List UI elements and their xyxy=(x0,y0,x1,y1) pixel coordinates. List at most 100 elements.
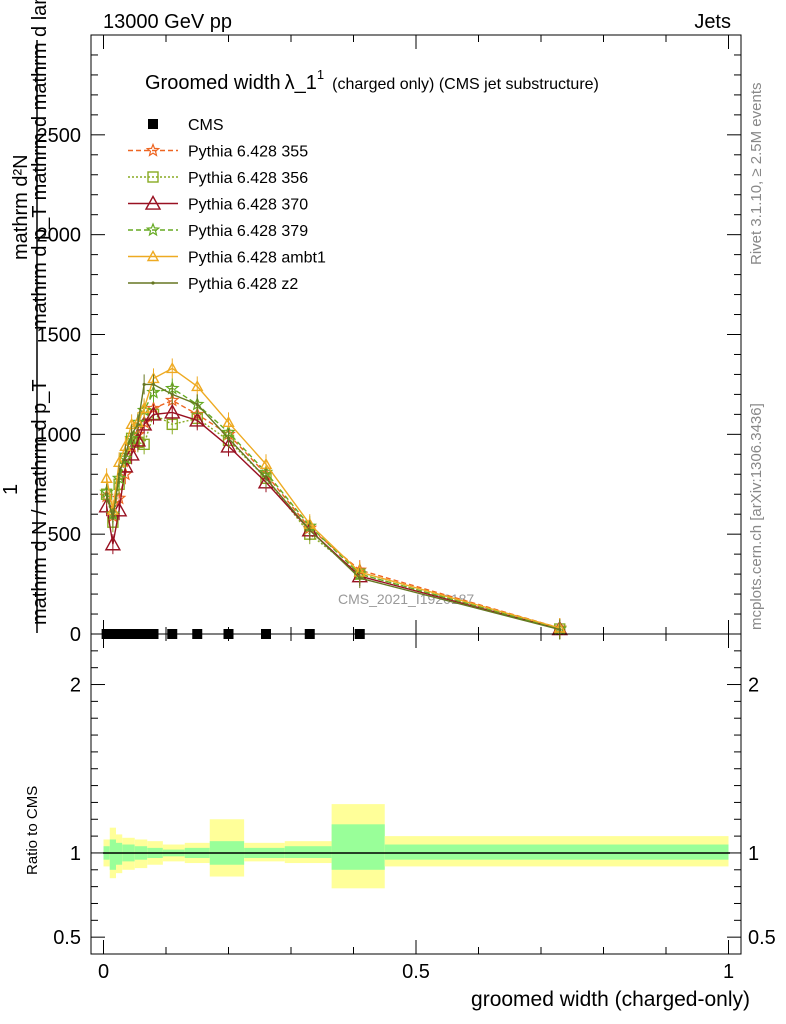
series-point-ambt1 xyxy=(222,415,235,428)
series-p370 xyxy=(98,402,568,640)
legend-label-p355: Pythia 6.428 355 xyxy=(188,144,308,161)
series-point-p370 xyxy=(164,403,181,419)
plot-title: Groomed width λ_11 (charged only) (CMS jet… xyxy=(145,67,599,94)
ratio-y-tick-label-right: 0.5 xyxy=(748,927,776,949)
series-p355 xyxy=(99,390,568,639)
legend-marker-p379 xyxy=(145,222,161,237)
ratio-y-tick-label-right: 1 xyxy=(748,843,759,865)
series-line-p356 xyxy=(105,413,560,630)
series-point-z2 xyxy=(558,628,562,632)
ratio-y-tick-label-left: 1 xyxy=(70,843,81,865)
legend-marker-p355 xyxy=(145,142,161,157)
main-y-tick-label: 2000 xyxy=(37,225,82,247)
main-series-layer xyxy=(98,358,568,640)
main-y-tick-label: 1500 xyxy=(37,325,82,347)
series-point-z2 xyxy=(308,528,312,532)
legend-label-p370: Pythia 6.428 370 xyxy=(188,197,308,214)
series-point-z2 xyxy=(170,392,174,396)
main-y-tick-label: 500 xyxy=(48,524,81,546)
header-left-label: 13000 GeV pp xyxy=(103,11,232,33)
legend-marker-p356 xyxy=(147,171,159,183)
series-point-ambt1 xyxy=(166,362,179,374)
legend-entry-p355: Pythia 6.428 355 xyxy=(128,142,308,161)
x-axis-label: groomed width (charged-only) xyxy=(471,988,750,1011)
series-line-z2 xyxy=(105,383,560,631)
series-point-z2 xyxy=(123,452,127,456)
main-y-tick-label: 2500 xyxy=(37,125,82,147)
legend-entry-p370: Pythia 6.428 370 xyxy=(128,195,308,214)
mcplots-label: mcplots.cern.ch [arXiv:1306.3436] xyxy=(748,403,765,630)
legend-marker-cms xyxy=(148,119,158,129)
ratio-y-tick-label-left: 2 xyxy=(70,675,81,697)
legend-entry-p356: Pythia 6.428 356 xyxy=(128,170,308,187)
plot-title-lambda: λ_1 xyxy=(285,72,317,94)
series-point-z2 xyxy=(264,476,268,480)
legend-entry-ambt1: Pythia 6.428 ambt1 xyxy=(128,250,326,267)
series-z2 xyxy=(105,374,562,640)
series-point-z2 xyxy=(105,492,109,496)
series-line-p379 xyxy=(105,387,560,630)
legend-marker-z2 xyxy=(151,281,155,285)
x-tick-label: 0 xyxy=(98,961,109,983)
legend: CMS Pythia 6.428 355 Pythia 6.428 356 Pythi… xyxy=(128,117,326,293)
series-point-p370 xyxy=(189,411,206,427)
series-line-ambt1 xyxy=(105,367,560,629)
series-point-z2 xyxy=(195,402,199,406)
ratio-band-inner xyxy=(116,842,123,865)
ylabel-denominator: mathrm d p_T mathrm d mathrm d lambda xyxy=(29,0,51,330)
series-point-p370 xyxy=(123,445,140,461)
series-point-z2 xyxy=(226,436,231,440)
ratio-band-inner xyxy=(384,844,729,860)
series-point-z2 xyxy=(142,382,146,387)
plot-title-sub: (charged only) (CMS jet substructure) xyxy=(332,76,599,93)
legend-label-p379: Pythia 6.428 379 xyxy=(188,223,308,240)
header-right-label: Jets xyxy=(694,11,731,33)
rivet-version-label: Rivet 3.1.10, ≥ 2.5M events xyxy=(748,83,765,266)
series-point-z2 xyxy=(358,576,362,580)
series-point-z2 xyxy=(130,432,134,436)
main-y-tick-label: 0 xyxy=(70,624,81,646)
series-point-p370 xyxy=(145,405,162,421)
legend-marker-ambt1 xyxy=(146,250,160,262)
ylabel-numerator: mathrm d²N xyxy=(10,154,32,260)
ylabel-one: 1 xyxy=(0,484,22,495)
legend-label-cms: CMS xyxy=(188,117,224,134)
x-tick-label: 1 xyxy=(723,961,734,983)
ratio-ticks: 0.5 0.5 1 1 2 2 0 0.5 1 xyxy=(53,634,776,983)
plot-title-sup: 1 xyxy=(317,67,324,82)
ratio-band-inner xyxy=(109,839,116,870)
legend-entry-cms: CMS xyxy=(148,117,224,134)
legend-entry-p379: Pythia 6.428 379 xyxy=(128,222,308,240)
series-point-z2 xyxy=(117,472,121,476)
main-y-tick-label: 1000 xyxy=(37,424,82,446)
ratio-band-inner xyxy=(284,846,332,858)
series-point-ambt1 xyxy=(137,401,151,414)
ratio-y-tick-label-right: 2 xyxy=(748,675,759,697)
ratio-bands-layer xyxy=(103,804,729,889)
series-point-p356 xyxy=(138,438,150,451)
series-point-z2 xyxy=(111,516,115,520)
legend-label-ambt1: Pythia 6.428 ambt1 xyxy=(188,250,326,267)
ratio-ylabel: Ratio to CMS xyxy=(24,786,41,875)
main-y-ticks: 0 500 1000 1500 2000 2500 xyxy=(37,35,741,646)
ratio-y-tick-label-left: 0.5 xyxy=(53,927,81,949)
main-ylabel: mathrm d²N mathrm d p_T mathrm d mathrm … xyxy=(0,0,51,633)
series-point-p370 xyxy=(220,437,237,453)
series-point-z2 xyxy=(136,422,140,426)
plot-title-main: Groomed width xyxy=(145,72,281,94)
series-point-ambt1 xyxy=(191,379,204,392)
legend-marker-p370 xyxy=(144,195,162,210)
ratio-band-inner xyxy=(331,824,385,870)
series-p356 xyxy=(100,404,566,640)
series-point-ambt1 xyxy=(100,471,113,483)
series-line-p355 xyxy=(105,399,560,629)
legend-label-z2: Pythia 6.428 z2 xyxy=(188,276,298,293)
series-line-p370 xyxy=(105,411,560,630)
ylabel-bottom: mathrm d N / mathrm d p_T xyxy=(29,379,51,625)
legend-entry-z2: Pythia 6.428 z2 xyxy=(128,276,298,293)
legend-label-p356: Pythia 6.428 356 xyxy=(188,170,308,187)
x-tick-label: 0.5 xyxy=(402,961,430,983)
series-point-z2 xyxy=(151,382,156,387)
series-point-p370 xyxy=(104,535,122,551)
